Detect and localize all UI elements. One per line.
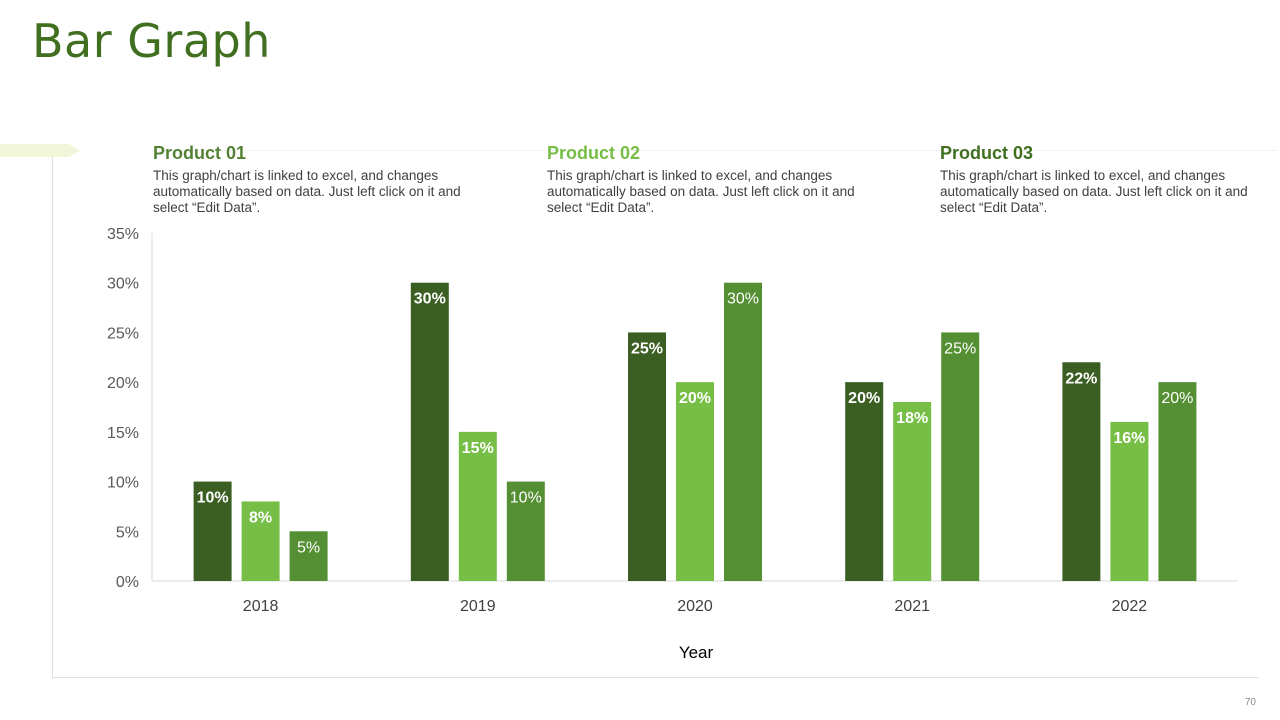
- bar: [676, 382, 714, 581]
- product-02-title: Product 02: [547, 143, 641, 163]
- data-label: 20%: [1161, 390, 1193, 407]
- data-label: 18%: [896, 410, 928, 427]
- bar: [845, 382, 884, 581]
- data-label: 30%: [727, 291, 759, 308]
- x-tick-label: 2021: [894, 598, 930, 615]
- y-tick-label: 25%: [107, 325, 139, 342]
- y-tick-label: 30%: [107, 276, 139, 293]
- page-number: 70: [1244, 697, 1256, 708]
- bar: [1158, 382, 1197, 581]
- product-01-block: Product 01 This graph/chart is linked to…: [153, 143, 483, 216]
- bar: [941, 332, 980, 581]
- frame-left-line: [52, 157, 53, 678]
- product-01-description: This graph/chart is linked to excel, and…: [153, 168, 461, 215]
- frame-bottom-line: [52, 677, 1259, 678]
- data-label: 25%: [631, 340, 663, 357]
- bar: [458, 431, 497, 581]
- product-03-title: Product 03: [940, 143, 1034, 163]
- x-axis-title: Year: [679, 643, 714, 662]
- bar: [506, 481, 545, 581]
- accent-arrow-decoration: [0, 144, 80, 157]
- data-label: 20%: [679, 390, 711, 407]
- bar: [628, 332, 666, 581]
- bar: [1062, 362, 1101, 581]
- slide-title: Bar Graph: [32, 14, 271, 68]
- y-tick-label: 10%: [107, 475, 139, 492]
- bar: [241, 501, 280, 581]
- y-tick-label: 35%: [107, 226, 139, 243]
- bar: [410, 282, 449, 581]
- data-label: 10%: [510, 490, 542, 507]
- product-01-title: Product 01: [153, 143, 247, 163]
- y-tick-label: 15%: [107, 425, 139, 442]
- product-03-block: Product 03 This graph/chart is linked to…: [940, 143, 1270, 216]
- x-tick-label: 2018: [243, 598, 279, 615]
- x-tick-label: 2022: [1112, 598, 1148, 615]
- data-label: 8%: [249, 509, 272, 526]
- bar: [1110, 421, 1149, 581]
- frame-top-line: [152, 150, 1277, 151]
- data-label: 22%: [1065, 370, 1097, 387]
- data-label: 5%: [297, 539, 320, 556]
- product-03-description: This graph/chart is linked to excel, and…: [940, 168, 1248, 215]
- data-label: 20%: [848, 390, 880, 407]
- data-label: 10%: [197, 490, 229, 507]
- bar: [893, 402, 932, 581]
- product-02-description: This graph/chart is linked to excel, and…: [547, 168, 855, 215]
- data-label: 16%: [1113, 430, 1145, 447]
- product-02-block: Product 02 This graph/chart is linked to…: [547, 143, 877, 216]
- bar: [289, 531, 328, 581]
- y-tick-label: 5%: [116, 524, 139, 541]
- x-tick-label: 2020: [677, 598, 713, 615]
- data-label: 25%: [944, 340, 976, 357]
- y-tick-label: 0%: [116, 574, 139, 591]
- x-tick-label: 2019: [460, 598, 496, 615]
- bar: [193, 481, 232, 581]
- bar: [724, 282, 762, 581]
- data-label: 30%: [414, 291, 446, 308]
- data-label: 15%: [462, 440, 494, 457]
- y-tick-label: 20%: [107, 375, 139, 392]
